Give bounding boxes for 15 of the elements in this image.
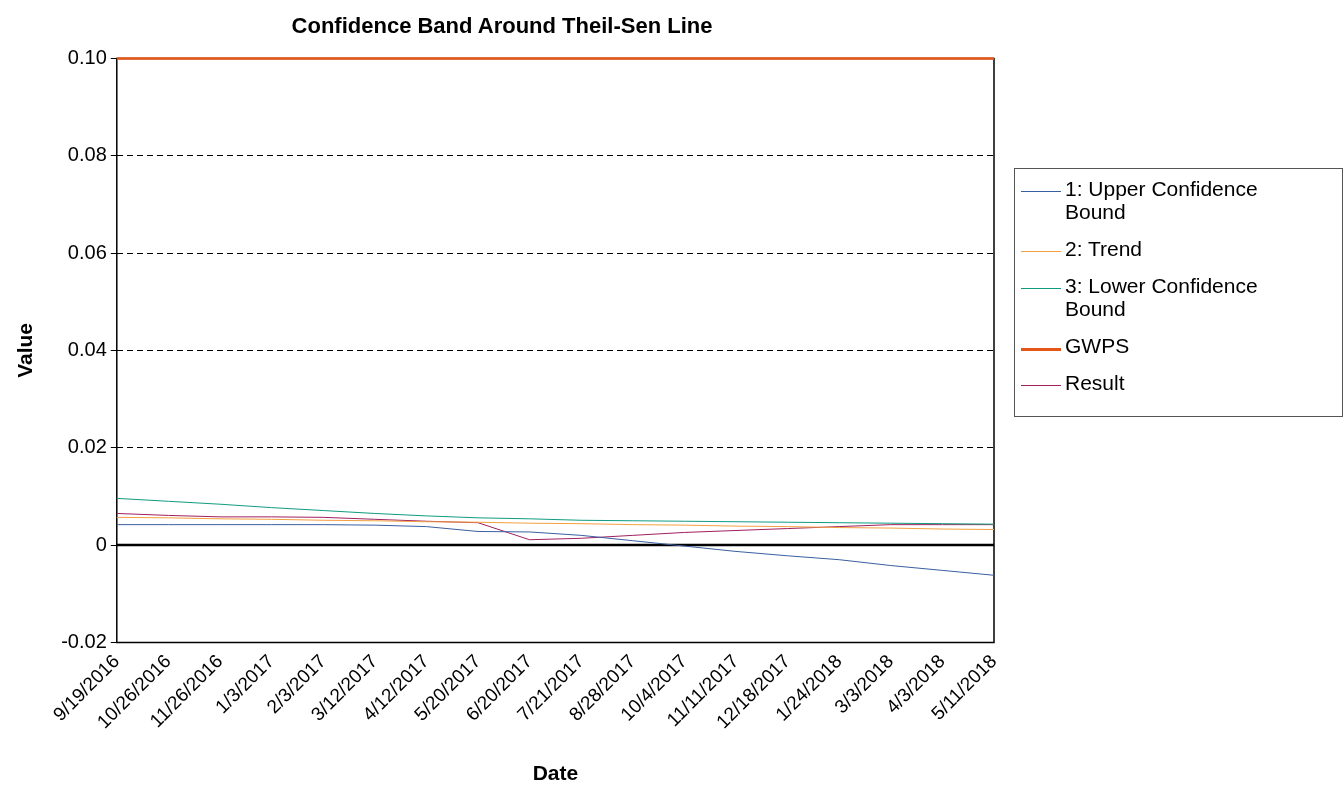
legend-label: 2: Trend (1065, 237, 1143, 261)
y-tick-label: 0.06 (67, 240, 107, 263)
y-tick-label: 0.08 (67, 143, 107, 166)
legend-label: 3: Lower Confidence Bound (1065, 274, 1259, 321)
legend-label: 1: Upper Confidence Bound (1065, 177, 1259, 224)
y-tick-label: 0.02 (67, 435, 107, 458)
x-axis-title: Date (532, 761, 579, 785)
legend-label: Result (1065, 371, 1125, 395)
y-tick-label: 0 (95, 532, 107, 555)
y-tick-label: 0.04 (67, 337, 107, 360)
chart-title: Confidence Band Around Theil-Sen Line (291, 13, 713, 39)
y-axis-title: Value (13, 322, 37, 378)
y-tick-label: 0.10 (67, 45, 107, 68)
y-tick-label: -0.02 (61, 629, 107, 652)
legend-label: GWPS (1065, 334, 1130, 358)
